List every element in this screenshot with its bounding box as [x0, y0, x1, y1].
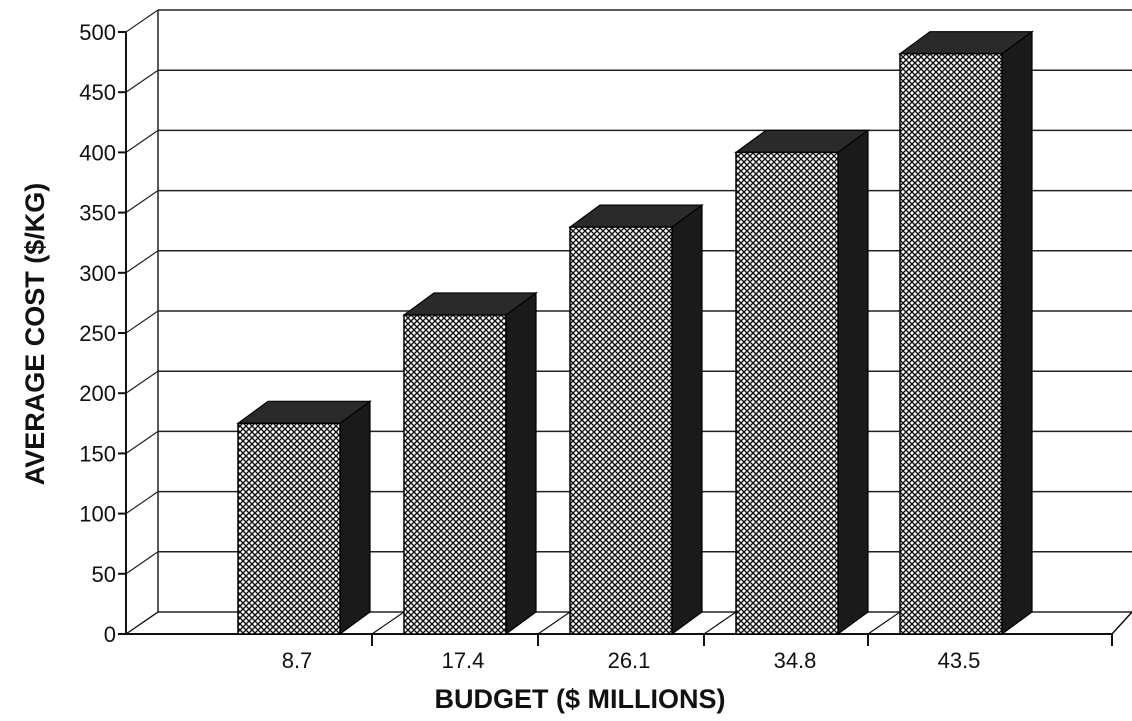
floor-edge [1111, 611, 1132, 635]
bar-side [837, 129, 869, 636]
bar-front [569, 226, 673, 635]
bars-layer [236, 30, 1034, 636]
bar-26.1 [568, 203, 704, 636]
x-tick-label: 34.8 [774, 648, 817, 673]
grid-depth-line [125, 9, 159, 33]
grid-depth-line [125, 129, 159, 153]
bar-side [505, 291, 537, 636]
bar-43.5 [898, 30, 1034, 636]
grid-depth-line [125, 69, 159, 93]
floor-divider [125, 611, 159, 635]
grid-depth-line [125, 491, 159, 515]
grid-depth-line [125, 551, 159, 575]
bar-side [339, 400, 371, 636]
y-tick-label: 250 [79, 321, 116, 346]
x-axis-title: BUDGET ($ MILLIONS) [435, 684, 726, 714]
labels-layer: 0 50 100 150 200 250 300 350 400 450 500 8.7 17.4 26.… [79, 20, 980, 673]
grid-depth-line [125, 370, 159, 394]
x-tick-label: 26.1 [608, 648, 651, 673]
bar-8.7 [236, 400, 372, 636]
x-tick-label: 43.5 [938, 648, 981, 673]
y-tick-label: 500 [79, 20, 116, 45]
x-tick-label: 17.4 [442, 648, 485, 673]
bar-front [735, 151, 839, 635]
grid-depth-line [125, 310, 159, 334]
y-tick-label: 0 [104, 622, 116, 647]
grid-depth-line [125, 430, 159, 454]
bar-side [671, 203, 703, 636]
y-tick-label: 400 [79, 140, 116, 165]
y-tick-label: 300 [79, 261, 116, 286]
y-tick-label: 150 [79, 441, 116, 466]
bar-front [237, 422, 341, 635]
bar-front [899, 52, 1003, 635]
floor-divider [703, 611, 737, 635]
bar-front [403, 314, 507, 635]
y-tick-label: 200 [79, 381, 116, 406]
grid-depth-line [125, 250, 159, 274]
bar-side [1001, 30, 1033, 636]
y-tick-label: 350 [79, 201, 116, 226]
floor-divider [867, 611, 901, 635]
y-tick-label: 100 [79, 502, 116, 527]
floor-divider [371, 611, 405, 635]
floor-divider [537, 611, 571, 635]
grid-depth-line [125, 190, 159, 214]
bar-34.8 [734, 129, 870, 636]
y-axis-title: AVERAGE COST ($/KG) [20, 183, 50, 486]
y-tick-label: 450 [79, 80, 116, 105]
x-tick-label: 8.7 [282, 648, 313, 673]
y-tick-label: 50 [92, 562, 116, 587]
bar-17.4 [402, 291, 538, 636]
